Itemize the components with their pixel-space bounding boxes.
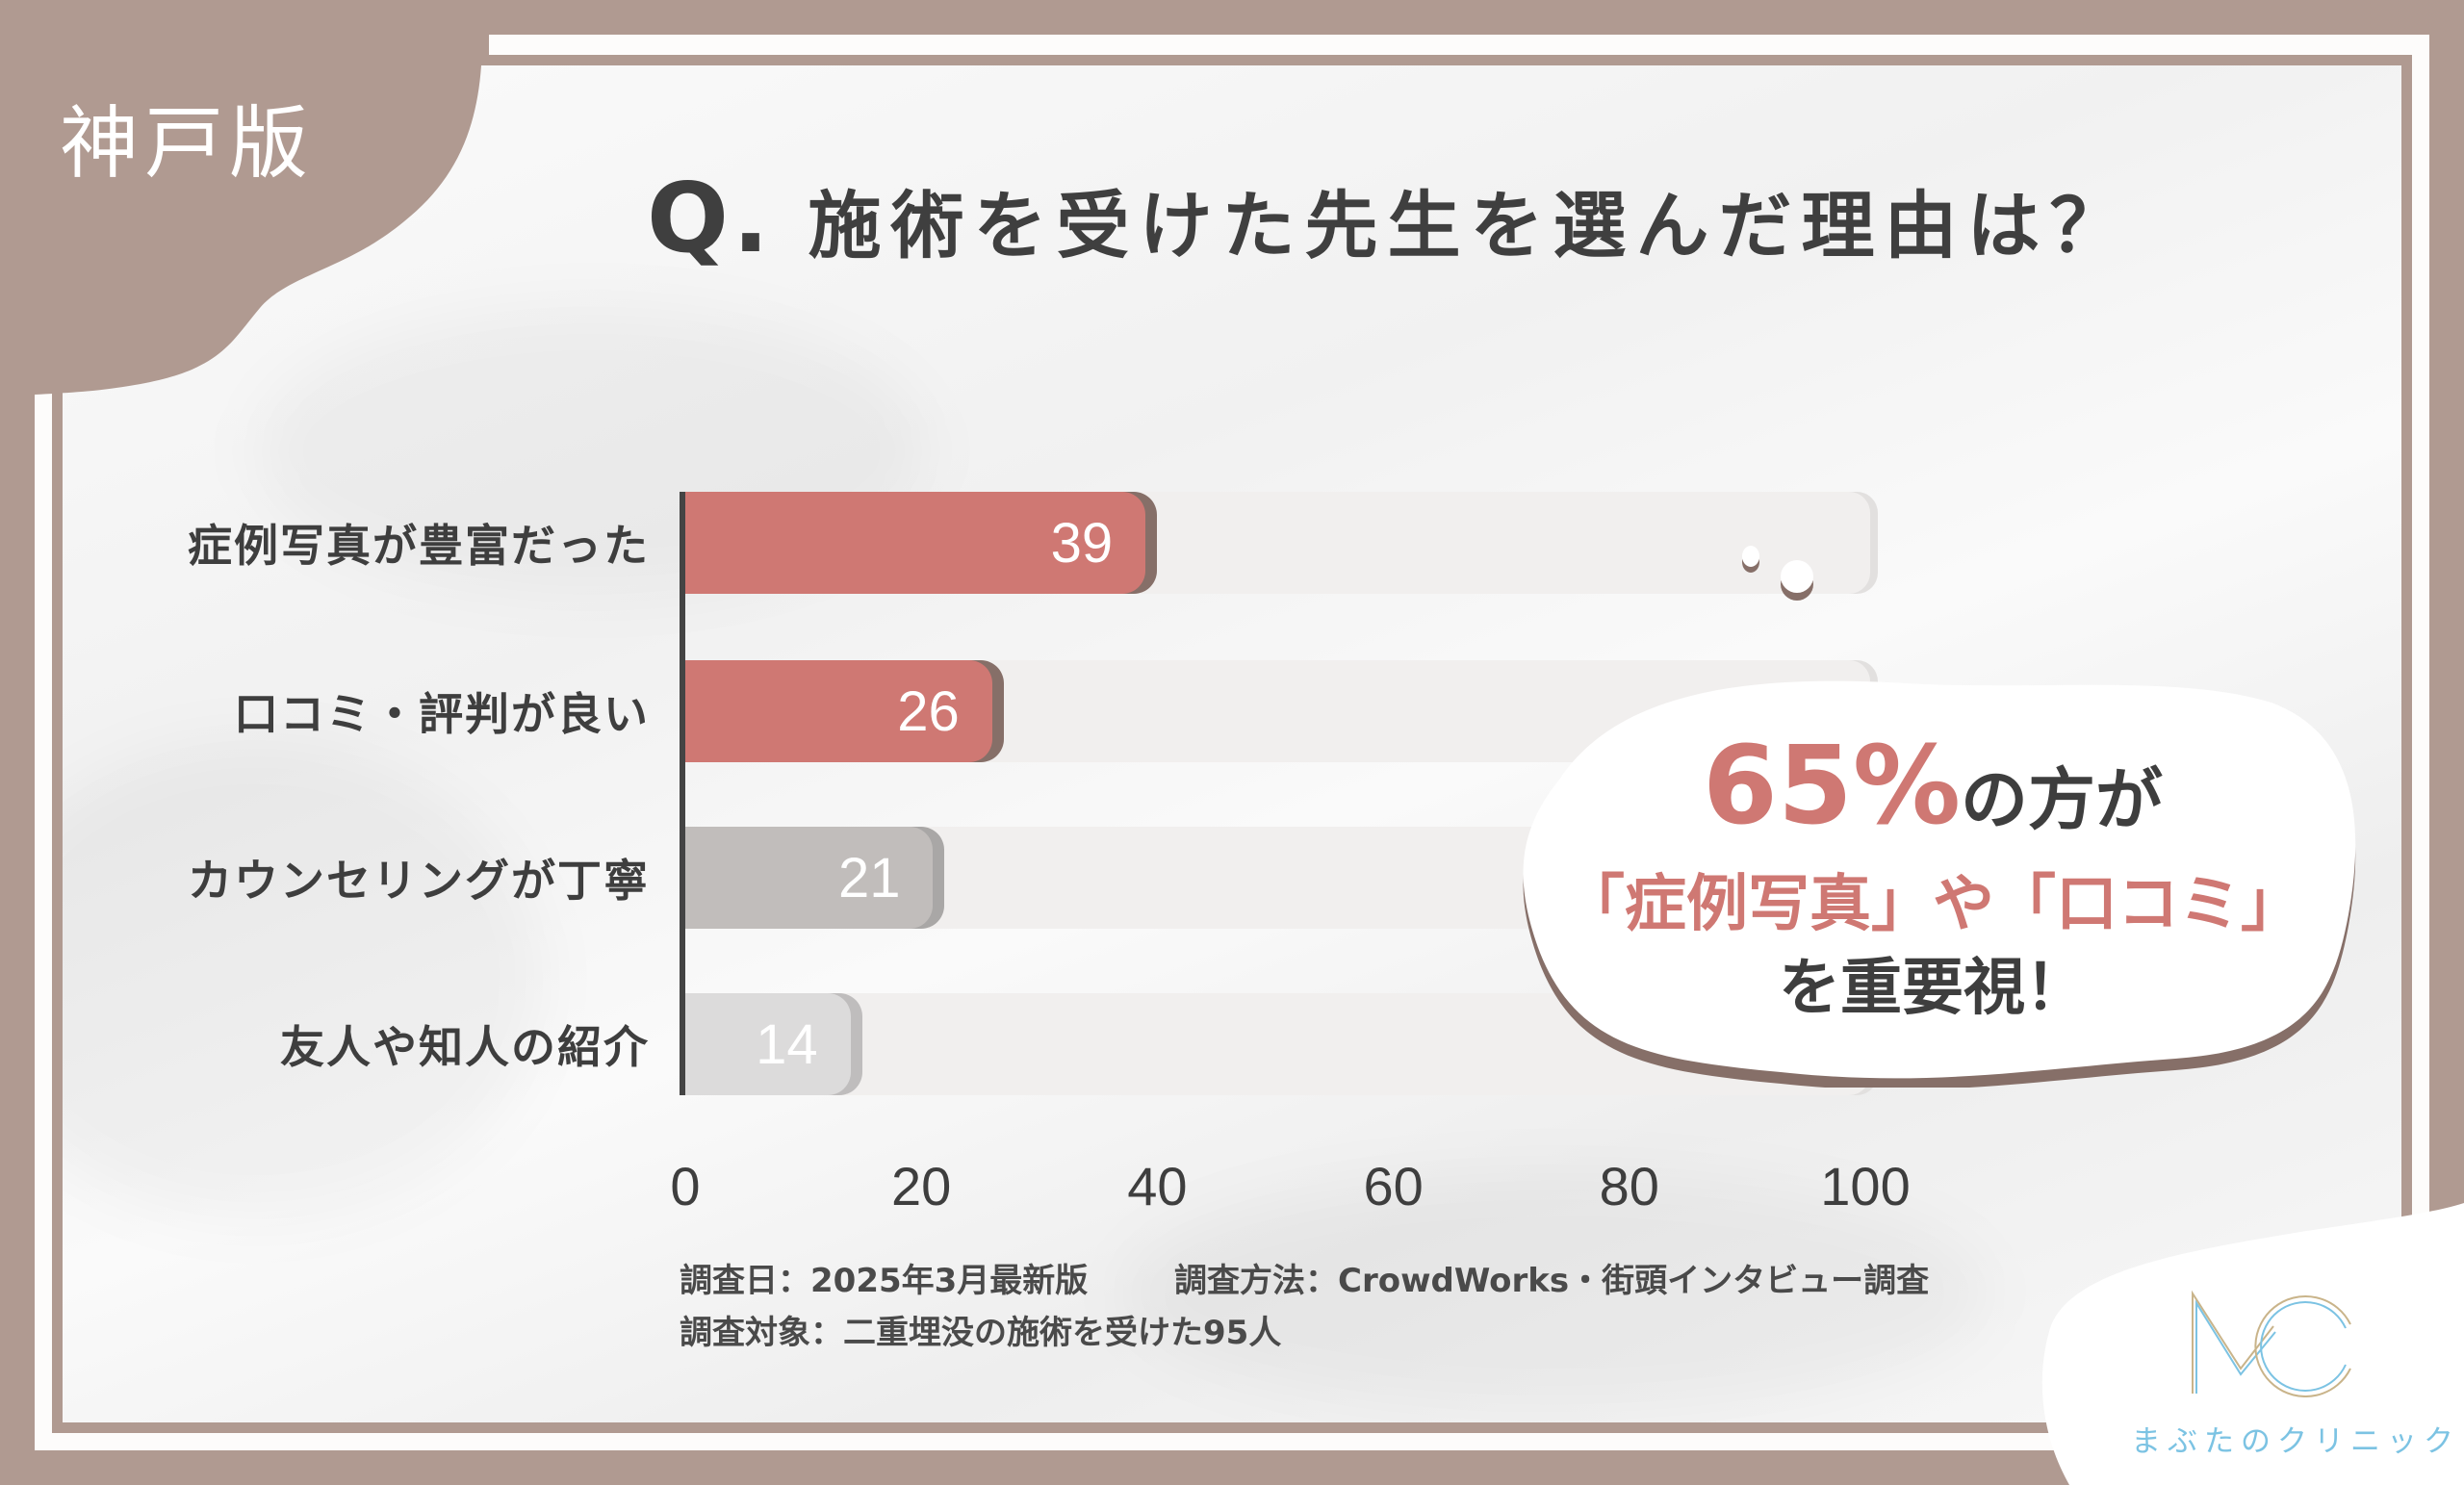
x-tick-label: 0 [670,1156,701,1216]
category-label: 口コミ・評判が良い [234,688,650,740]
x-tick-label: 20 [891,1156,952,1216]
callout-percent: 65% [1702,724,1962,849]
page-title: Q. 施術を受けた先生を選んだ理由は？ [647,162,2132,274]
category-label: 症例写真が豊富だった [188,520,650,572]
x-tick-label: 100 [1820,1156,1911,1216]
category-label: 友人や知人の紹介 [280,1021,650,1073]
mc-monogram-icon [2192,1290,2351,1397]
callout-line-3: を重要視！ [1779,953,2087,1024]
x-tick-label: 80 [1599,1156,1659,1216]
bar-value-label: 14 [756,1012,818,1076]
decorative-dot [1781,560,1813,593]
bar-value-label: 21 [837,846,901,909]
bar-value-label: 39 [1050,511,1114,575]
survey-date: 調査日：2025年3月最新版 [680,1262,1089,1300]
question-mark-label: Q. [647,162,773,274]
region-tag: 神戸版 [60,98,315,190]
bar: 14 [685,993,851,1095]
x-tick-label: 40 [1127,1156,1188,1216]
bar-value-label: 26 [897,679,960,743]
callout-line-2: 「症例写真」や「口コミ」 [1563,869,2302,940]
bar: 21 [685,827,934,929]
logo-background [2041,1203,2464,1485]
corner-decoration [0,0,500,395]
survey-target: 調査対象：二重埋没の施術を受けた95人 [680,1314,1282,1352]
x-tick-label: 60 [1363,1156,1424,1216]
callout-line-1: 65%の方が [1509,724,2356,849]
title-text: 施術を受けた先生を選んだ理由は？ [808,183,2133,269]
bar: 39 [685,492,1146,594]
decorative-dot [1742,546,1759,567]
survey-method: 調査方法：CrowdWorks・街頭インタビュー調査 [1174,1262,1930,1300]
bar: 26 [685,660,992,762]
callout-bubble [1523,680,2356,1088]
callout-line-1-rest: の方が [1961,760,2164,839]
category-label: カウンセリングが丁寧 [188,855,650,907]
clinic-name: まぶたのクリニック [2131,1424,2460,1459]
y-axis-line [680,492,685,1095]
